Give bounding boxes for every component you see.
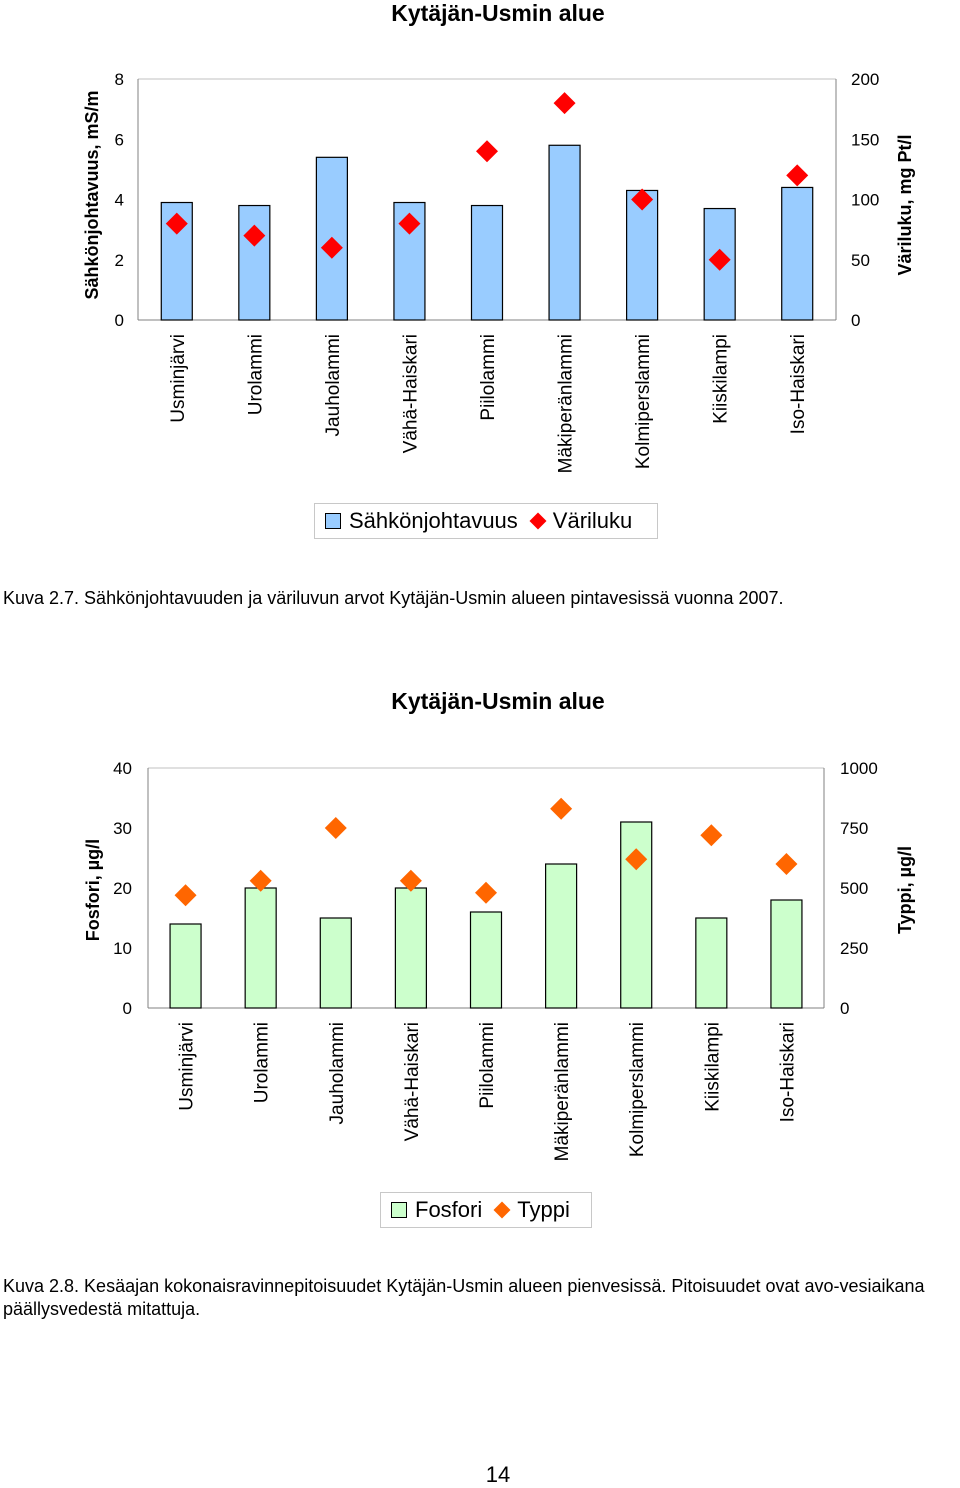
chart-1-plot: 0 2 4 6 8 0 50 100 150 200 Usminjärvi Urolammi Jauho… — [82, 70, 915, 473]
chart1-marker-vaha-haiskari — [398, 212, 421, 235]
chart1-ytick-right-100: 100 — [851, 191, 879, 210]
chart1-xtick-kiiskilampi: Kiiskilampi — [711, 334, 732, 424]
chart2-ylabel-right: Typpi, µg/l — [895, 846, 915, 934]
chart-2-plot: 0 10 20 30 40 0 250 500 750 1000 Usminjärvi Urolamm… — [83, 759, 915, 1161]
chart2-ytick-right-1000: 1000 — [840, 759, 878, 778]
chart1-marker-usminjarvi — [165, 212, 188, 235]
chart2-bar-urolammi — [244, 887, 277, 1009]
chart2-bar-iso-haiskari — [770, 899, 803, 1009]
chart-1-legend: Sähkönjohtavuus Väriluku — [314, 503, 658, 539]
chart2-marker-usminjarvi — [174, 884, 197, 907]
chart2-marker-piilolammi — [475, 881, 497, 904]
chart2-ytick-right-750: 750 — [840, 819, 868, 838]
chart1-bar-iso-haiskari — [781, 186, 814, 321]
chart-2-title: Kytäjän-Usmin alue — [391, 688, 605, 714]
chart2-ytick-left-40: 40 — [113, 759, 132, 778]
legend-swatch-sahkonjohtavuus — [325, 513, 341, 529]
chart2-ytick-left-30: 30 — [113, 819, 132, 838]
chart1-xtick-jauholammi: Jauholammi — [323, 334, 344, 436]
chart1-bar-urolammi — [238, 204, 271, 321]
chart2-marker-urolammi — [249, 869, 272, 892]
legend-marker-typpi — [493, 1201, 511, 1219]
figure-caption-2-8: Kuva 2.8. Kesäajan kokonaisravinnepitois… — [3, 1276, 925, 1319]
chart2-bar-makiperanlammi — [545, 863, 578, 1009]
chart2-ytick-left-10: 10 — [113, 939, 132, 958]
chart2-ytick-right-250: 250 — [840, 939, 868, 958]
figure-caption-2-7: Kuva 2.7. Sähkönjohtavuuden ja väriluvun… — [3, 588, 784, 608]
chart2-marker-makiperanlammi — [550, 797, 573, 820]
chart2-bar-vaha-haiskari — [394, 887, 427, 1009]
chart2-ylabel-left: Fosfori, µg/l — [83, 839, 103, 941]
chart1-marker-kiiskilampi — [708, 248, 731, 271]
chart2-marker-kolmiperslammi — [625, 848, 648, 871]
chart2-marker-jauholammi — [324, 817, 347, 839]
page-number: 14 — [485, 1462, 511, 1487]
chart-2-legend: Fosfori Typpi — [380, 1192, 592, 1228]
chart2-xtick-iso-haiskari: Iso-Haiskari — [777, 1022, 798, 1122]
chart2-xtick-vaha-haiskari: Vähä-Haiskari — [402, 1022, 423, 1141]
chart1-ytick-left-8: 8 — [115, 70, 124, 89]
chart1-ytick-left-4: 4 — [115, 191, 124, 210]
chart2-bar-piilolammi — [469, 911, 503, 1009]
chart1-ytick-right-50: 50 — [851, 251, 870, 270]
chart1-xtick-kolmiperslammi: Kolmiperslammi — [633, 334, 654, 469]
chart2-marker-iso-haiskari — [775, 853, 798, 875]
legend-marker-variluku — [529, 512, 547, 530]
chart1-ytick-left-2: 2 — [115, 251, 124, 270]
legend-label-sahkonjohtavuus: Sähkönjohtavuus — [349, 508, 518, 533]
chart1-ytick-right-150: 150 — [851, 130, 879, 149]
chart2-bar-jauholammi — [319, 917, 352, 1009]
chart1-ytick-right-200: 200 — [851, 70, 879, 89]
chart1-ylabel-left: Sähkönjohtavuus, mS/m — [82, 90, 102, 299]
chart2-xtick-piilolammi: Piilolammi — [477, 1022, 498, 1109]
chart2-bar-kolmiperslammi — [620, 821, 653, 1009]
chart2-xtick-kolmiperslammi: Kolmiperslammi — [627, 1022, 648, 1157]
chart2-xtick-makiperanlammi: Mäkiperänlammi — [552, 1022, 573, 1161]
chart1-ytick-right-0: 0 — [851, 311, 860, 330]
chart1-xtick-urolammi: Urolammi — [245, 334, 266, 415]
chart1-marker-urolammi — [243, 224, 266, 247]
chart2-bar-kiiskilampi — [695, 917, 728, 1009]
chart2-ytick-left-20: 20 — [113, 879, 132, 898]
chart2-ytick-right-500: 500 — [840, 879, 868, 898]
legend-label-typpi: Typpi — [517, 1197, 570, 1222]
legend-label-variluku: Väriluku — [552, 508, 633, 533]
chart1-marker-piilolammi — [476, 140, 498, 163]
chart2-xtick-usminjarvi: Usminjärvi — [177, 1022, 198, 1111]
chart1-xtick-makiperanlammi: Mäkiperänlammi — [556, 334, 577, 473]
chart2-xtick-kiiskilampi: Kiiskilampi — [702, 1022, 723, 1112]
chart2-ytick-left-0: 0 — [123, 999, 132, 1018]
chart1-xtick-usminjarvi: Usminjärvi — [168, 334, 189, 423]
chart1-xtick-vaha-haiskari: Vähä-Haiskari — [400, 334, 421, 453]
chart1-xtick-piilolammi: Piilolammi — [478, 334, 499, 421]
chart1-marker-jauholammi — [320, 236, 343, 259]
chart1-ytick-left-6: 6 — [115, 130, 124, 149]
chart2-xtick-jauholammi: Jauholammi — [327, 1022, 348, 1124]
chart1-marker-kolmiperslammi — [631, 188, 654, 211]
chart1-marker-iso-haiskari — [786, 164, 809, 187]
chart1-xtick-iso-haiskari: Iso-Haiskari — [788, 334, 809, 434]
chart1-ytick-left-0: 0 — [115, 311, 124, 330]
legend-swatch-fosfori — [391, 1202, 407, 1218]
chart1-bar-piilolammi — [470, 204, 504, 321]
legend-label-fosfori: Fosfori — [415, 1197, 483, 1222]
chart2-marker-kiiskilampi — [700, 824, 723, 847]
chart2-marker-vaha-haiskari — [399, 869, 422, 892]
chart2-xtick-urolammi: Urolammi — [252, 1022, 273, 1103]
chart-1-title: Kytäjän-Usmin alue — [391, 0, 605, 26]
chart1-marker-makiperanlammi — [553, 92, 576, 115]
chart1-bar-makiperanlammi — [548, 144, 581, 321]
chart2-bar-usminjarvi — [169, 923, 202, 1009]
chart2-ytick-right-0: 0 — [840, 999, 849, 1018]
chart1-ylabel-right: Väriluku, mg Pt/l — [895, 134, 915, 275]
